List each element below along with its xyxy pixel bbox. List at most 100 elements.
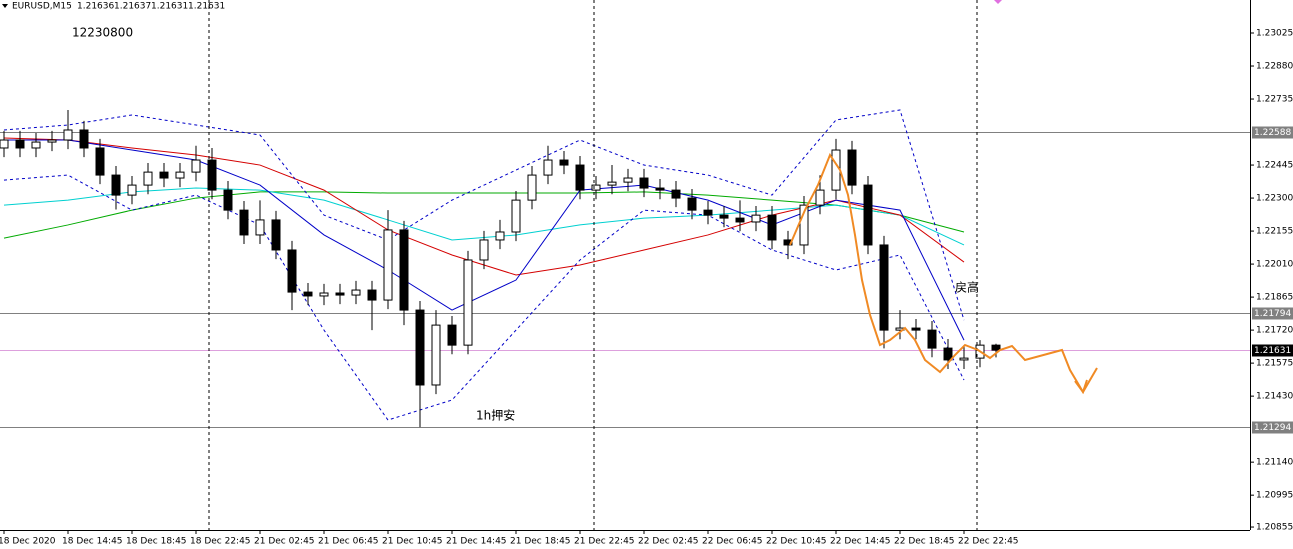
candle-body (223, 189, 233, 211)
candle-body (175, 171, 185, 179)
candle-body (751, 214, 761, 223)
ohlc-open: 1.21636 (77, 2, 114, 12)
forecast-arrowhead (1074, 379, 1088, 395)
candle-body (0, 139, 9, 149)
y-tick-label: 1.22300 (1256, 194, 1293, 204)
candle-body (287, 249, 297, 293)
y-tick-label: 1.21720 (1256, 326, 1293, 336)
price-label: 1.21631 (1254, 346, 1291, 356)
y-tick-label: 1.21140 (1256, 458, 1293, 468)
y-tick-label: 1.22735 (1256, 95, 1293, 105)
candle-body (111, 174, 121, 196)
y-tick-label: 1.21865 (1256, 293, 1293, 303)
candle-body (207, 159, 217, 191)
price-label-box (1252, 126, 1293, 139)
candle-body (815, 189, 825, 206)
candle-body (319, 292, 329, 297)
candle-body (735, 217, 745, 223)
x-tick-label: 22 Dec 22:45 (958, 537, 1019, 547)
y-tick-label: 1.20855 (1256, 523, 1293, 533)
y-tick-label: 1.22445 (1256, 161, 1293, 171)
x-tick-label: 21 Dec 10:45 (382, 537, 443, 547)
y-tick-label: 1.22010 (1256, 260, 1293, 270)
price-label: 1.22588 (1254, 128, 1291, 138)
candle-body (991, 344, 1001, 351)
candle-body (527, 174, 537, 201)
candle-body (255, 219, 265, 236)
candle-body (159, 171, 169, 179)
plot-area (0, 109, 1250, 428)
indicator-line (3, 174, 965, 421)
candle-body (143, 171, 153, 186)
candle-body (511, 199, 521, 233)
indicator-line (3, 109, 965, 321)
x-tick-label: 18 Dec 2020 (0, 537, 56, 547)
candle-body (831, 149, 841, 191)
candle-body (959, 357, 969, 361)
candle-body (415, 309, 425, 386)
candle-body (655, 187, 665, 191)
annotation: 1h押安 (476, 408, 515, 423)
candle-body (399, 229, 409, 311)
x-tick-label: 22 Dec 18:45 (894, 537, 955, 547)
candle-body (863, 184, 873, 246)
ohlc-close: 1.21631 (188, 2, 225, 12)
candle-body (351, 289, 361, 296)
symbol: EURUSD,M15 (12, 2, 72, 12)
candle-body (47, 139, 57, 143)
y-tick-label: 1.22880 (1256, 62, 1293, 72)
candle-body (431, 324, 441, 386)
candle-body (927, 329, 937, 349)
drawn-forecast (789, 152, 1098, 394)
x-tick-label: 21 Dec 18:45 (510, 537, 571, 547)
x-tick-label: 18 Dec 14:45 (62, 537, 123, 547)
candle-body (367, 289, 377, 301)
price-label-box (1252, 307, 1293, 320)
candle-body (79, 129, 89, 149)
x-tick-label: 21 Dec 06:45 (318, 537, 379, 547)
candle-body (847, 149, 857, 186)
candle-body (495, 231, 505, 241)
candle-body (383, 229, 393, 301)
candle-body (671, 189, 681, 199)
candle-body (639, 177, 649, 189)
x-tick-label: 21 Dec 02:45 (254, 537, 315, 547)
candle-body (63, 129, 73, 141)
candle-body (335, 292, 345, 296)
candle-body (463, 259, 473, 346)
candle-body (191, 159, 201, 173)
ohlc-high: 1.21637 (114, 2, 151, 12)
candle-body (943, 347, 953, 361)
x-tick-label: 21 Dec 22:45 (574, 537, 635, 547)
candle-body (15, 139, 25, 149)
x-tick-label: 18 Dec 22:45 (190, 537, 251, 547)
candle-body (543, 159, 553, 176)
candle-body (799, 204, 809, 246)
candle-body (31, 141, 41, 149)
price-label: 1.21794 (1254, 309, 1291, 319)
y-tick-label: 1.23025 (1256, 29, 1293, 39)
candle-body (911, 327, 921, 331)
candle-body (239, 209, 249, 236)
candle-body (687, 197, 697, 211)
x-tick-label: 22 Dec 10:45 (766, 537, 827, 547)
ohlc-low: 1.21631 (151, 2, 188, 12)
y-tick-label: 1.22155 (1256, 227, 1293, 237)
candle-body (95, 147, 105, 176)
candle-body (767, 214, 777, 241)
candle-body (623, 177, 633, 183)
candle-body (303, 291, 313, 297)
x-tick-label: 22 Dec 06:45 (702, 537, 763, 547)
x-tick-label: 18 Dec 18:45 (126, 537, 187, 547)
candle-body (575, 164, 585, 191)
price-label-box (1252, 421, 1293, 434)
annotation: 戻高 (955, 280, 979, 295)
candle-body (703, 209, 713, 216)
candle-body (271, 219, 281, 251)
marker (994, 0, 1002, 4)
candle-body (591, 184, 601, 191)
candle-body (559, 159, 569, 166)
candle-body (479, 239, 489, 261)
candle-body (719, 214, 729, 219)
